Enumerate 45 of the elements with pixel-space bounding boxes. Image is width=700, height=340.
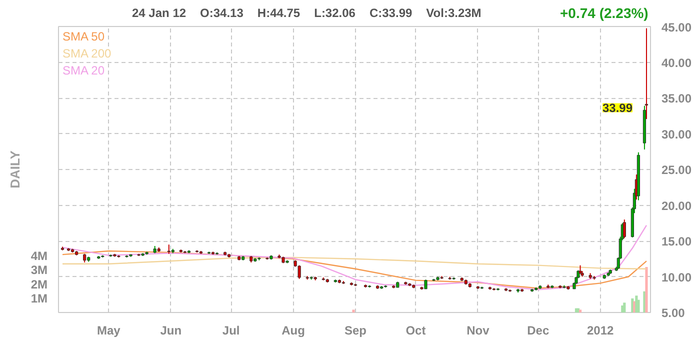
text: DAILY <box>8 150 22 188</box>
x-tick-label: May <box>97 324 121 338</box>
text: Vol:3.23M <box>426 6 482 20</box>
bar <box>645 266 648 312</box>
text: 24 Jan 12 <box>132 6 186 20</box>
text: SMA 50 <box>62 30 105 44</box>
text: SMA 20 <box>62 64 105 78</box>
bar <box>623 302 626 312</box>
y-tick-label: 25.00 <box>662 163 692 177</box>
x-tick-label: Aug <box>282 324 305 338</box>
y-tick-label: 10.00 <box>662 270 692 284</box>
x-tick-label: Dec <box>527 324 550 338</box>
candlestick <box>424 279 428 290</box>
y-tick-label: 20.00 <box>662 198 692 213</box>
bar <box>637 300 640 312</box>
x-tick-label: Jul <box>222 324 240 338</box>
y-tick-label: 15.00 <box>662 234 692 248</box>
line-series <box>62 256 648 270</box>
y2-tick-label: 4M <box>30 249 48 264</box>
text: O:34.13 <box>200 6 244 20</box>
candlestick <box>298 264 301 280</box>
text: +0.74 (2.23%) <box>560 4 648 23</box>
text: C:33.99 <box>369 6 412 20</box>
candlestick <box>622 219 626 239</box>
y-tick-label: 40.00 <box>662 56 692 70</box>
x-tick-label: 2012 <box>586 324 614 338</box>
text: SMA 200 <box>62 46 112 60</box>
candlestick <box>167 244 170 254</box>
line-series <box>62 250 648 289</box>
y-tick-label: 5.00 <box>662 306 686 320</box>
y2-tick-label: 2M <box>30 277 48 292</box>
x-tick-label: Jun <box>160 324 182 338</box>
text: H:44.75 <box>257 6 300 20</box>
y-tick-label: 30.00 <box>662 127 692 142</box>
y2-tick-label: 1M <box>30 291 48 306</box>
x-tick-label: Sep <box>344 324 367 338</box>
y2-tick-label: 3M <box>30 263 48 278</box>
y-tick-label: 45.00 <box>662 20 692 34</box>
annotation: 33.99 <box>602 101 633 116</box>
line-series <box>62 224 648 290</box>
x-tick-label: Nov <box>466 324 490 338</box>
bar <box>352 310 355 312</box>
y-tick-label: 35.00 <box>662 92 692 106</box>
text: L:32.06 <box>314 6 356 20</box>
x-tick-label: Oct <box>406 324 426 338</box>
